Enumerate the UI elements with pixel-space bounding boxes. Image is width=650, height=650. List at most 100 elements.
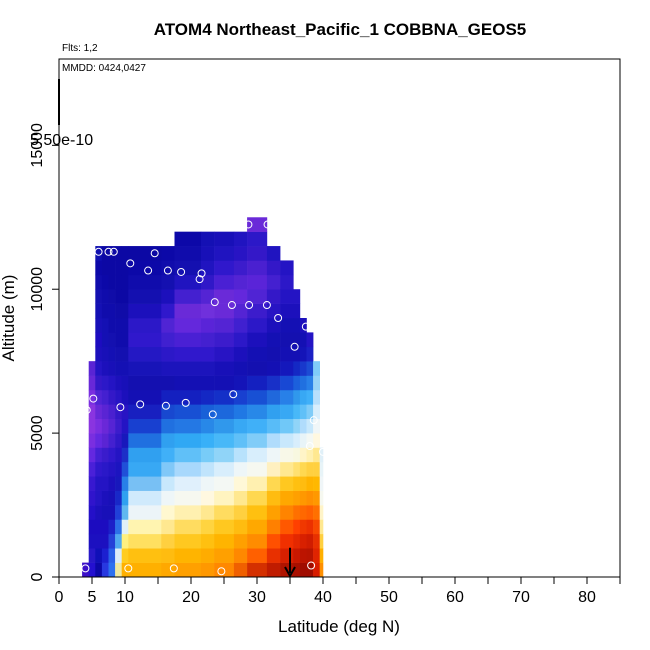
heatmap-cell xyxy=(293,548,301,563)
heatmap-cell xyxy=(95,346,103,362)
heatmap-cell xyxy=(88,562,96,578)
heatmap-cell xyxy=(200,260,215,276)
heatmap-cell xyxy=(101,389,109,405)
observation-point xyxy=(305,442,314,451)
heatmap-cell xyxy=(233,346,248,362)
heatmap-cell xyxy=(101,361,109,376)
heatmap-cell xyxy=(174,260,202,276)
heatmap-cell xyxy=(280,476,294,491)
heatmap-cell xyxy=(266,361,281,376)
heatmap-cell xyxy=(266,260,281,276)
y-axis: 0 5000 10000 15000 xyxy=(29,123,59,581)
heatmap-cell xyxy=(233,260,248,276)
heatmap-cell xyxy=(108,332,116,348)
heatmap-cell xyxy=(88,418,96,434)
heatmap-cell xyxy=(280,274,294,290)
heatmap-cell xyxy=(214,505,235,520)
heatmap-cell xyxy=(200,318,215,333)
heatmap-cell xyxy=(266,274,281,290)
heatmap-cell xyxy=(233,332,248,348)
heatmap-cell xyxy=(95,404,103,420)
heatmap-cell xyxy=(161,332,175,348)
x-tick-label: 70 xyxy=(512,589,530,606)
heatmap-cell xyxy=(233,404,248,420)
observation-point xyxy=(309,416,318,425)
heatmap-cell xyxy=(200,289,215,304)
heatmap-cell xyxy=(306,447,314,463)
heatmap-cell xyxy=(121,274,129,290)
observation-point xyxy=(181,398,190,407)
heatmap-cell xyxy=(88,433,96,448)
heatmap-cell xyxy=(128,404,162,420)
heatmap-cell xyxy=(299,490,307,506)
heatmap-cell xyxy=(299,505,307,520)
heatmap-cell xyxy=(101,332,109,348)
heatmap-cell xyxy=(121,533,129,549)
heatmap-cell xyxy=(280,346,294,362)
heatmap-cell xyxy=(95,490,103,506)
heatmap-cell xyxy=(299,562,307,578)
heatmap-cell xyxy=(247,346,268,362)
heatmap-cell xyxy=(174,461,202,477)
observation-point xyxy=(116,403,125,412)
heatmap-cell xyxy=(115,433,122,448)
heatmap-cell xyxy=(200,533,215,549)
heatmap-cell xyxy=(233,375,248,391)
heatmap-cell xyxy=(319,461,324,477)
heatmap-cell xyxy=(108,519,116,535)
heatmap-cell xyxy=(161,260,175,276)
observation-point xyxy=(136,400,145,409)
observation-point xyxy=(94,247,103,256)
heatmap-cell xyxy=(161,318,175,333)
plot-frame xyxy=(58,58,621,578)
heatmap-cell xyxy=(174,231,202,247)
heatmap-cell xyxy=(266,461,281,477)
heatmap-cell xyxy=(108,418,116,434)
heatmap-cell xyxy=(233,246,248,261)
heatmap-cell xyxy=(266,505,281,520)
heatmap-cell xyxy=(313,404,320,420)
heatmap-cell xyxy=(214,332,235,348)
x-axis-label: Latitude (deg N) xyxy=(278,617,400,636)
heatmap-cell xyxy=(266,519,281,535)
heatmap-cell xyxy=(101,461,109,477)
heatmap-cell xyxy=(299,461,307,477)
heatmap-cell xyxy=(306,505,314,520)
heatmap-cell xyxy=(293,375,301,391)
heatmap-cell xyxy=(128,289,162,304)
heatmap-cell xyxy=(108,533,116,549)
heatmap-cell xyxy=(214,318,235,333)
heatmap-cell xyxy=(200,389,215,405)
heatmap-cell xyxy=(214,260,235,276)
heatmap-cell xyxy=(266,318,281,333)
heatmap-cell xyxy=(280,318,294,333)
heatmap-cell xyxy=(247,375,268,391)
heatmap-cell xyxy=(299,548,307,563)
observation-point xyxy=(82,406,91,415)
heatmap-cell xyxy=(200,433,215,448)
heatmap-cell xyxy=(161,461,175,477)
heatmap-cell xyxy=(82,562,89,571)
heatmap-cell xyxy=(161,476,175,491)
latitude-marker-arrow xyxy=(284,547,296,579)
heatmap-cell xyxy=(280,332,294,348)
heatmap-cell xyxy=(101,562,109,578)
heatmap-cell xyxy=(95,519,103,535)
heatmap-cell xyxy=(101,533,109,549)
heatmap-cell xyxy=(121,447,129,463)
heatmap-cell xyxy=(280,490,294,506)
observation-point xyxy=(263,220,272,229)
heatmap-cell xyxy=(108,389,116,405)
heatmap-cell xyxy=(174,404,202,420)
observation-point xyxy=(144,266,153,275)
heatmap-cell xyxy=(313,519,320,535)
heatmap-cell xyxy=(266,562,281,578)
heatmap-cell xyxy=(174,332,202,348)
observation-point xyxy=(229,390,238,399)
heatmap-cell xyxy=(108,260,116,276)
heatmap-cell xyxy=(306,562,314,578)
heatmap-cell xyxy=(161,246,175,261)
heatmap-cell xyxy=(247,274,268,290)
x-tick-label: 40 xyxy=(314,589,332,606)
heatmap-cell xyxy=(247,505,268,520)
